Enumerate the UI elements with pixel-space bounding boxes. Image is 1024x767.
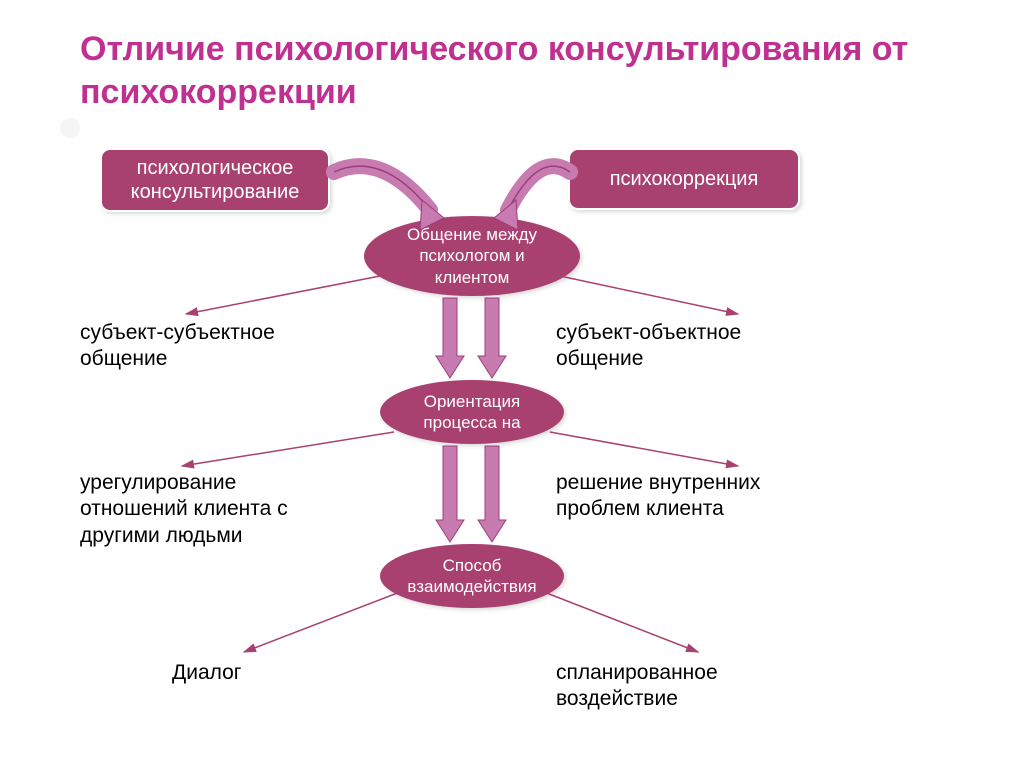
page-title: Отличие психологического консультировани… — [80, 28, 1024, 113]
regulate-text: урегулирование отношений клиента с други… — [80, 470, 340, 549]
orientation-ellipse: Ориентация процесса на — [380, 380, 564, 444]
planned-text: спланированное воздействие — [556, 660, 816, 713]
method-ellipse: Способ взаимодействия — [380, 544, 564, 608]
solve-text: решение внутренних проблем клиента — [556, 470, 816, 523]
communication-ellipse: Общение между психологом и клиентом — [364, 216, 580, 296]
communication-label: Общение между психологом и клиентом — [386, 224, 558, 288]
method-label: Способ взаимодействия — [402, 555, 542, 598]
subject-subject-text: субъект-субъектное общение — [80, 320, 310, 373]
consulting-label: психологическое консультирование — [118, 156, 312, 204]
subject-object-text: субъект-объектное общение — [556, 320, 786, 373]
decorative-dot — [60, 118, 80, 138]
consulting-box: психологическое консультирование — [100, 148, 330, 212]
orientation-label: Ориентация процесса на — [402, 391, 542, 434]
correction-box: психокоррекция — [568, 148, 800, 210]
correction-label: психокоррекция — [610, 167, 759, 191]
dialog-text: Диалог — [172, 660, 372, 686]
